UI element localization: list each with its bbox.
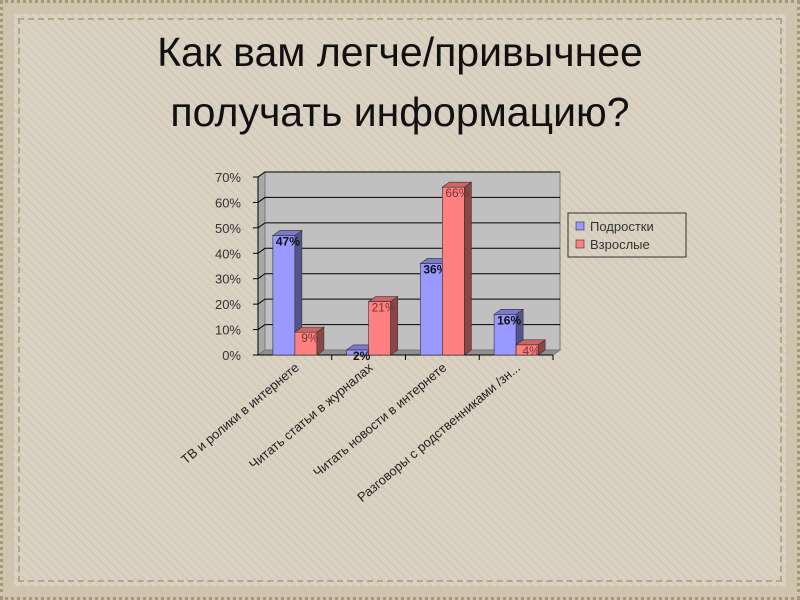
- x-category-label: Читать новости в интернете: [310, 360, 449, 480]
- bar: [420, 263, 443, 356]
- legend-swatch: [575, 239, 585, 249]
- bar-top: [271, 230, 303, 236]
- y-tick-label: 0%: [222, 348, 241, 363]
- bar-top: [515, 339, 547, 346]
- legend-label: Подростки: [590, 219, 654, 234]
- y-tick-label: 40%: [215, 246, 241, 261]
- data-label: 4%: [522, 344, 540, 358]
- y-tick-label: 50%: [215, 221, 241, 236]
- gridline: [257, 171, 560, 178]
- slide-title: Как вам легче/привычнее получать информа…: [0, 22, 800, 142]
- legend-swatch: [575, 221, 585, 231]
- data-label: 16%: [497, 313, 521, 327]
- data-label: 36%: [423, 262, 447, 276]
- y-tick-label: 30%: [215, 272, 241, 287]
- data-label: 2%: [353, 349, 371, 363]
- bar: [442, 186, 465, 356]
- legend: Подростки Взрослые: [567, 212, 687, 258]
- x-category-label: ТВ и ролики в интернете: [178, 360, 302, 467]
- data-label: 9%: [301, 331, 319, 345]
- y-tick-label: 60%: [215, 195, 241, 210]
- bar-top: [367, 296, 399, 302]
- y-tick-label: 20%: [215, 297, 241, 312]
- title-line-1: Как вам легче/привычнее: [157, 29, 643, 75]
- y-tick-label: 70%: [215, 170, 241, 185]
- bar-top: [493, 309, 525, 315]
- y-tick-label: 10%: [215, 323, 241, 338]
- data-label: 66%: [445, 186, 469, 200]
- bar: [272, 235, 296, 356]
- x-category-label: Читать статьи в журналах: [246, 359, 376, 471]
- title-line-2: получать информацию?: [170, 89, 630, 135]
- bar-top: [441, 181, 473, 188]
- data-label: 47%: [276, 234, 300, 248]
- x-category-label: Разговоры с родственниками /зн...: [354, 360, 523, 505]
- bar-side: [464, 181, 472, 356]
- legend-label: Взрослые: [590, 237, 650, 252]
- bar-top: [293, 326, 325, 333]
- legend-box: [567, 212, 687, 258]
- data-label: 21%: [372, 301, 396, 315]
